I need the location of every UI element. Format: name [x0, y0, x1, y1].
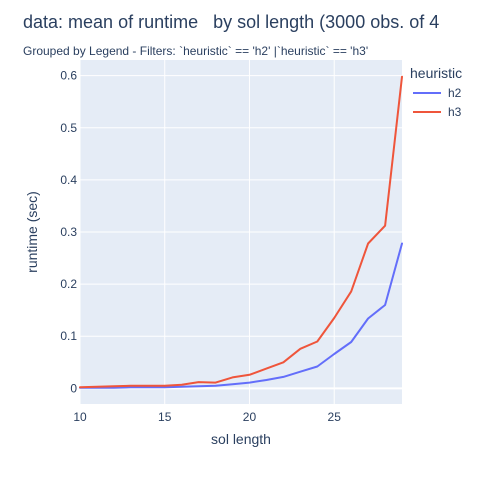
y-tick-label: 0.6 [60, 69, 77, 83]
legend-label-h2[interactable]: h2 [448, 86, 462, 100]
y-tick-label: 0.2 [60, 277, 77, 291]
y-axis-ticks: 0 0.1 0.2 0.3 0.4 0.5 0.6 [60, 69, 77, 396]
y-tick-label: 0.1 [60, 329, 77, 343]
legend[interactable]: heuristic h2 h3 [410, 65, 462, 119]
series-line-h3[interactable] [79, 75, 403, 389]
y-tick-label: 0.3 [60, 225, 77, 239]
chart-subtitle: Grouped by Legend - Filters: `heuristic`… [23, 44, 369, 58]
x-tick-label: 20 [243, 410, 257, 424]
x-tick-label: 10 [73, 410, 87, 424]
series-lines [79, 75, 403, 389]
x-axis-title: sol length [211, 431, 271, 447]
y-tick-label: 0 [70, 381, 77, 395]
legend-label-h3[interactable]: h3 [448, 105, 462, 119]
y-axis-title: runtime (sec) [24, 191, 40, 273]
gridlines [79, 60, 402, 404]
x-tick-label: 25 [328, 410, 342, 424]
x-axis-ticks: 10 15 20 25 [73, 410, 341, 424]
series-line-h2[interactable] [79, 242, 403, 389]
legend-title: heuristic [410, 65, 462, 81]
x-tick-label: 15 [158, 410, 172, 424]
chart-title: data: mean of runtime by sol length (300… [23, 12, 440, 32]
y-tick-label: 0.5 [60, 121, 77, 135]
y-tick-label: 0.4 [60, 173, 77, 187]
